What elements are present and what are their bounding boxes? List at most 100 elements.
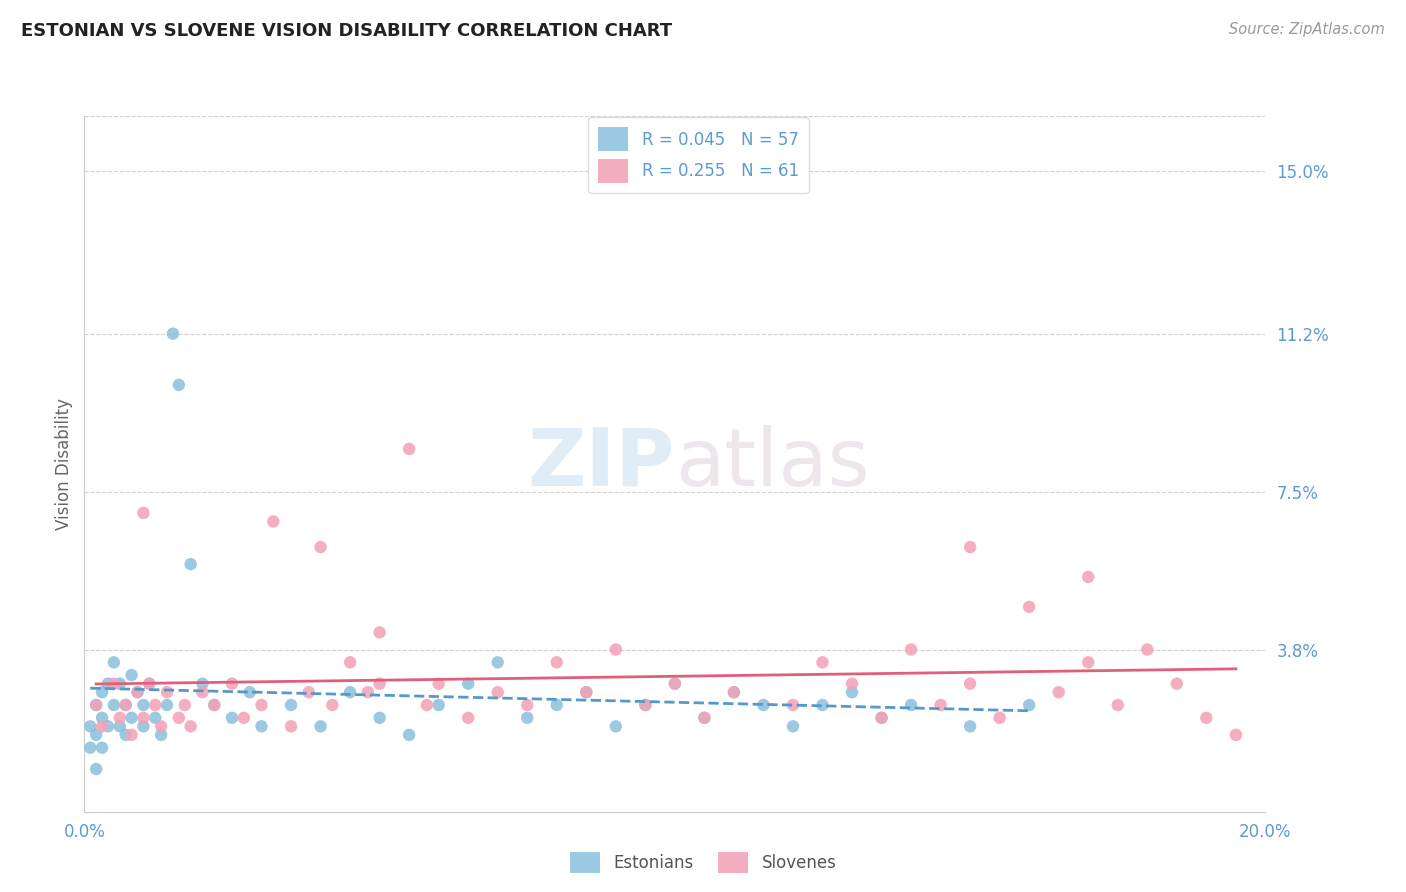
Point [143,711,166,725]
Point [811,656,834,670]
Point [114,698,136,712]
Point [108,719,131,733]
Point [900,698,922,712]
Point [108,711,131,725]
Point [180,557,202,571]
Point [250,719,273,733]
Point [84,698,107,712]
Point [97,719,120,733]
Point [108,676,131,690]
Point [156,685,179,699]
Point [280,698,302,712]
Point [114,728,136,742]
Point [900,642,922,657]
Point [250,698,273,712]
Point [132,698,155,712]
Point [309,540,332,554]
Text: Source: ZipAtlas.com: Source: ZipAtlas.com [1229,22,1385,37]
Point [1136,642,1159,657]
Point [1077,656,1099,670]
Point [103,656,125,670]
Point [138,676,160,690]
Point [132,711,155,725]
Point [870,711,893,725]
Point [91,740,114,755]
Point [79,740,101,755]
Point [427,698,450,712]
Point [929,698,952,712]
Point [427,676,450,690]
Point [84,762,107,776]
Point [180,719,202,733]
Point [752,698,775,712]
Point [1225,728,1247,742]
Point [575,685,598,699]
Point [309,719,332,733]
Point [457,676,479,690]
Point [605,642,627,657]
Point [1107,698,1129,712]
Point [1077,570,1099,584]
Point [239,685,262,699]
Point [664,676,686,690]
Point [959,676,981,690]
Point [1047,685,1070,699]
Point [162,326,184,341]
Point [870,711,893,725]
Point [634,698,657,712]
Point [1195,711,1218,725]
Point [91,711,114,725]
Point [202,698,225,712]
Point [988,711,1011,725]
Point [398,442,420,456]
Point [782,698,804,712]
Point [416,698,439,712]
Point [339,656,361,670]
Point [121,668,143,682]
Point [103,698,125,712]
Text: ZIP: ZIP [527,425,675,503]
Point [132,506,155,520]
Point [156,698,179,712]
Point [811,698,834,712]
Point [841,676,863,690]
Point [841,685,863,699]
Text: atlas: atlas [675,425,869,503]
Point [959,719,981,733]
Point [127,685,149,699]
Point [280,719,302,733]
Point [321,698,343,712]
Point [103,676,125,690]
Point [575,685,598,699]
Point [91,719,114,733]
Point [486,656,509,670]
Legend: R = 0.045   N = 57, R = 0.255   N = 61: R = 0.045 N = 57, R = 0.255 N = 61 [588,118,808,193]
Point [546,656,568,670]
Point [516,698,538,712]
Point [97,676,120,690]
Point [486,685,509,699]
Point [191,685,214,699]
Point [121,711,143,725]
Point [150,728,173,742]
Point [150,719,173,733]
Point [221,711,243,725]
Point [91,685,114,699]
Point [202,698,225,712]
Point [298,685,321,699]
Point [173,698,195,712]
Point [262,515,284,529]
Point [546,698,568,712]
Point [959,540,981,554]
Point [368,676,391,690]
Text: ESTONIAN VS SLOVENE VISION DISABILITY CORRELATION CHART: ESTONIAN VS SLOVENE VISION DISABILITY CO… [21,22,672,40]
Point [1018,698,1040,712]
Point [79,719,101,733]
Point [693,711,716,725]
Point [143,698,166,712]
Point [693,711,716,725]
Point [1166,676,1188,690]
Point [368,711,391,725]
Point [121,728,143,742]
Point [232,711,254,725]
